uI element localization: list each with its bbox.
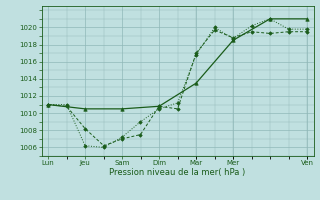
X-axis label: Pression niveau de la mer( hPa ): Pression niveau de la mer( hPa ) <box>109 168 246 177</box>
